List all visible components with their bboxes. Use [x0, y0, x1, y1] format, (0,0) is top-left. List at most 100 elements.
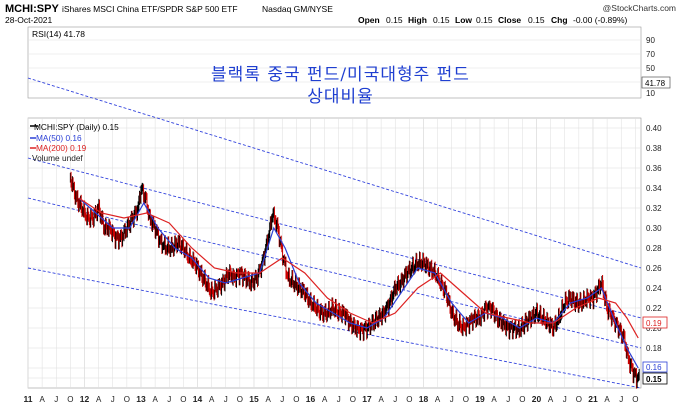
x-tick-label: O: [67, 395, 73, 404]
y-tick-label: 0.20: [646, 324, 662, 333]
high-value: 0.15: [433, 15, 450, 25]
rsi-current-badge: 41.78: [641, 76, 671, 89]
low-label: Low: [455, 15, 472, 25]
rsi-tick: 10: [646, 89, 655, 98]
x-tick-label: J: [563, 395, 567, 404]
rsi-current-value: 41.78: [645, 79, 666, 88]
x-tick-label: A: [209, 395, 215, 404]
x-tick-label: J: [111, 395, 115, 404]
value-badges: 0.19 0.16 0.15: [642, 316, 668, 385]
x-tick-label: O: [632, 395, 638, 404]
x-tick-label: A: [604, 395, 610, 404]
x-tick-label: J: [393, 395, 397, 404]
legend-ma50: MA(50) 0.16: [36, 133, 82, 143]
x-tick-label: 20: [532, 394, 542, 404]
y-tick-label: 0.38: [646, 144, 662, 153]
channel-line: [27, 157, 642, 319]
x-tick-label: 11: [24, 394, 33, 404]
rsi-tick: 50: [646, 64, 655, 73]
y-tick-label: 0.34: [646, 184, 662, 193]
rsi-tick: 70: [646, 50, 655, 59]
rsi-tick: 90: [646, 36, 655, 45]
y-tick-label: 0.24: [646, 284, 662, 293]
x-tick-label: J: [337, 395, 341, 404]
x-tick-label: J: [619, 395, 623, 404]
x-tick-label: 17: [362, 394, 372, 404]
x-tick-label: O: [406, 395, 412, 404]
low-value: 0.15: [476, 15, 493, 25]
x-tick-label: O: [350, 395, 356, 404]
y-tick-label: 0.40: [646, 124, 662, 133]
y-tick-label: 0.18: [646, 344, 662, 353]
x-tick-label: J: [506, 395, 510, 404]
x-tick-label: J: [450, 395, 454, 404]
x-tick-label: 18: [419, 394, 429, 404]
y-tick-label: 0.22: [646, 304, 662, 313]
badge-ma200: 0.19: [646, 319, 662, 328]
badge-ma50: 0.16: [646, 363, 662, 372]
x-tick-label: A: [491, 395, 497, 404]
x-tick-label: J: [167, 395, 171, 404]
channel-line: [27, 77, 642, 269]
chart-date: 28-Oct-2021: [5, 15, 53, 25]
ohlc-readout: Open 0.15 High 0.15 Low 0.15 Close 0.15 …: [358, 15, 627, 25]
price-grid: [27, 118, 641, 388]
x-tick-label: A: [322, 395, 328, 404]
x-tick-label: A: [96, 395, 102, 404]
close-value: 0.15: [528, 15, 545, 25]
close-label: Close: [498, 15, 521, 25]
price-panel: [27, 117, 642, 389]
chg-value: -0.00 (-0.89%): [573, 15, 627, 25]
series-lines: [78, 197, 639, 369]
chart-symbol: MCHI:SPY: [5, 3, 59, 15]
legend: MCHI:SPY (Daily) 0.15 MA(50) 0.16 MA(200…: [30, 122, 119, 163]
open-label: Open: [358, 15, 380, 25]
y-tick-label: 0.36: [646, 164, 662, 173]
ma200-line: [78, 197, 639, 339]
x-tick-label: 19: [475, 394, 485, 404]
rsi-label: RSI(14) 41.78: [32, 29, 85, 39]
watermark: @StockCharts.com: [603, 3, 676, 13]
x-tick-label: 15: [249, 394, 259, 404]
x-tick-label: A: [39, 395, 45, 404]
x-tick-label: 21: [588, 394, 598, 404]
x-tick-label: O: [576, 395, 582, 404]
x-tick-label: O: [293, 395, 299, 404]
chart-description: iShares MSCI China ETF/SPDR S&P 500 ETF: [62, 4, 238, 14]
x-axis-ticks: 11 A J O 12 A J O 13 A J O 14 A J O 15 A J O 16 A J O 17 A J O 18 A J O…: [24, 394, 639, 404]
x-tick-label: O: [519, 395, 525, 404]
x-tick-label: O: [237, 395, 243, 404]
x-tick-label: 12: [80, 394, 90, 404]
x-tick-label: J: [54, 395, 58, 404]
open-value: 0.15: [386, 15, 403, 25]
x-tick-label: A: [548, 395, 554, 404]
y-tick-label: 0.30: [646, 224, 662, 233]
x-tick-label: A: [265, 395, 271, 404]
y-tick-label: 0.32: [646, 204, 662, 213]
y-tick-label: 0.28: [646, 244, 662, 253]
chart-exchange: Nasdaq GM/NYSE: [262, 4, 333, 14]
x-tick-label: J: [224, 395, 228, 404]
rsi-grid: [28, 39, 641, 83]
ma50-line: [78, 197, 639, 369]
overlay-title-line2: 상대비율: [307, 87, 374, 107]
y-axis-ticks: 0.15 0.16 0.18 0.20 0.22 0.24 0.26 0.28 0.30 0.32…: [646, 124, 662, 383]
x-tick-label: A: [435, 395, 441, 404]
y-tick-label: 0.26: [646, 264, 662, 273]
x-tick-label: O: [124, 395, 130, 404]
x-tick-label: O: [463, 395, 469, 404]
channel-line: [27, 267, 642, 389]
rsi-panel: [27, 26, 642, 99]
x-tick-label: O: [180, 395, 186, 404]
high-label: High: [408, 15, 427, 25]
x-tick-label: 13: [136, 394, 146, 404]
x-tick-label: J: [280, 395, 284, 404]
overlay-title-line1: 블랙록 중국 펀드/미국대형주 펀드: [211, 65, 470, 85]
x-tick-label: A: [378, 395, 384, 404]
badge-price: 0.15: [646, 375, 662, 384]
x-tick-label: A: [152, 395, 158, 404]
chg-label: Chg: [551, 15, 568, 25]
x-tick-label: 16: [306, 394, 316, 404]
legend-ma200: MA(200) 0.19: [36, 143, 87, 153]
